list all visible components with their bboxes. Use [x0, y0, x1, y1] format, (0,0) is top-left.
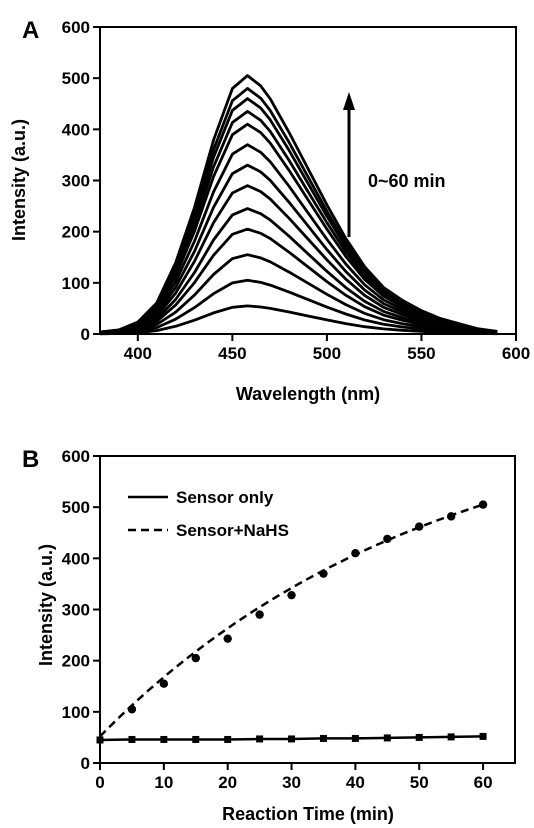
- sensor-only-point: [192, 735, 200, 743]
- emission-spectrum-line: [99, 304, 498, 336]
- panel-b-y-tick-label: 300: [62, 601, 90, 620]
- panel-b-y-tick-label: 0: [81, 754, 90, 773]
- panel-a-y-tick-label: 500: [62, 69, 90, 88]
- sensor-only-point: [383, 734, 391, 742]
- panel-a-y-tick-label: 0: [81, 325, 90, 344]
- panel-b-x-tick-label: 0: [95, 773, 104, 792]
- emission-spectrum-line: [99, 207, 498, 335]
- sensor-only-point: [128, 735, 136, 743]
- sensor-only-point: [224, 735, 232, 743]
- emission-spectrum-line: [99, 278, 498, 335]
- panel-a-curves: [99, 74, 498, 336]
- sensor-nahs-point: [446, 512, 456, 521]
- panel-b-x-tick-label: 60: [474, 773, 493, 792]
- sensor-nahs-point: [255, 610, 264, 619]
- panel-b-y-tick-label: 400: [62, 549, 90, 568]
- panel-b-y-tick-label: 100: [62, 703, 90, 722]
- sensor-nahs-point: [415, 522, 424, 531]
- emission-spectrum-line: [99, 143, 498, 334]
- emission-spectrum-line: [99, 163, 498, 335]
- panel-b-x-tick-label: 30: [282, 773, 301, 792]
- sensor-only-point: [479, 732, 487, 740]
- panel-b-x-tick-label: 20: [218, 773, 237, 792]
- panel-a-y-tick-label: 600: [62, 18, 90, 37]
- sensor-only-point: [351, 734, 359, 742]
- panel-b-letter: B: [22, 446, 39, 473]
- sensor-nahs-point: [287, 590, 296, 600]
- panel-a: A 400 450 500 550 600 0 100 200 300 400 500 600 Wav…: [9, 17, 530, 404]
- panel-b-series: [96, 500, 488, 744]
- sensor-nahs-point: [191, 653, 200, 663]
- panel-a-y-axis-title: Intensity (a.u.): [9, 119, 29, 241]
- emission-spectrum-line: [99, 74, 498, 334]
- sensor-only-point: [160, 735, 168, 743]
- panel-b-x-axis-title: Reaction Time (min): [222, 804, 394, 824]
- sensor-nahs-point: [383, 534, 392, 544]
- sensor-nahs-point: [478, 500, 488, 509]
- emission-spectrum-line: [99, 184, 498, 335]
- panel-b-x-tick-label: 10: [154, 773, 173, 792]
- panel-b-x-tick-label: 50: [410, 773, 429, 792]
- sensor-only-point: [288, 735, 296, 743]
- panel-b-y-tick-label: 600: [62, 447, 90, 466]
- panel-a-x-axis-title: Wavelength (nm): [236, 384, 380, 404]
- panel-a-x-tick-label: 550: [407, 344, 435, 363]
- panel-b-y-axis-title: Intensity (a.u.): [36, 544, 56, 666]
- sensor-only-point: [319, 734, 327, 742]
- panel-a-letter: A: [22, 17, 39, 44]
- time-arrow-head: [343, 92, 355, 110]
- sensor-nahs-point: [159, 679, 169, 688]
- panel-a-x-tick-label: 450: [218, 344, 246, 363]
- panel-b-plot-frame: [99, 455, 516, 764]
- panel-a-ticks: 400 450 500 550 600 0 100 200 300 400 500 600: [62, 18, 531, 363]
- sensor-nahs-point: [351, 549, 360, 558]
- time-range-annotation: 0~60 min: [368, 171, 446, 191]
- panel-a-x-tick-label: 400: [124, 344, 152, 363]
- emission-spectrum-line: [99, 227, 498, 335]
- panel-a-y-tick-label: 200: [62, 223, 90, 242]
- panel-b-y-tick-label: 500: [62, 498, 90, 517]
- sensor-nahs-point: [223, 634, 232, 643]
- legend-sensor-nahs-label: Sensor+NaHS: [176, 521, 289, 540]
- sensor-nahs-fit-line: [99, 503, 484, 738]
- panel-b-x-tick-label: 40: [346, 773, 365, 792]
- sensor-only-point: [256, 735, 264, 743]
- panel-a-y-tick-label: 300: [62, 172, 90, 191]
- legend-sensor-only-label: Sensor only: [176, 488, 274, 507]
- panel-b-y-tick-label: 200: [62, 652, 90, 671]
- sensor-only-point: [415, 733, 423, 741]
- panel-a-x-tick-label: 600: [502, 344, 530, 363]
- legend: Sensor only Sensor+NaHS: [128, 488, 289, 540]
- sensor-nahs-point: [127, 705, 137, 714]
- panel-a-y-tick-label: 100: [62, 274, 90, 293]
- panel-a-x-tick-label: 500: [313, 344, 341, 363]
- sensor-only-point: [447, 733, 455, 741]
- emission-spectrum-line: [99, 253, 498, 335]
- sensor-nahs-point: [319, 569, 328, 578]
- panel-a-y-tick-label: 400: [62, 120, 90, 139]
